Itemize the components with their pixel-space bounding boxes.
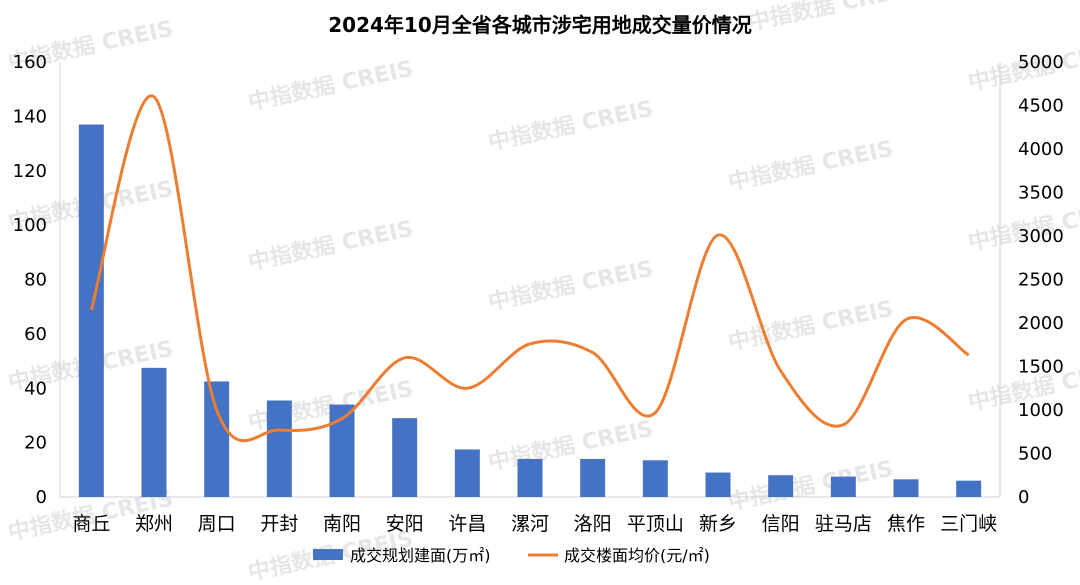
left-tick-label: 100 (13, 215, 47, 236)
watermark-text: 中指数据 CREIS (726, 136, 896, 196)
bar-新乡 (705, 472, 731, 497)
right-tick-label: 1500 (1018, 357, 1064, 378)
category-label: 安阳 (386, 513, 424, 535)
bar-郑州 (141, 367, 167, 497)
category-label: 许昌 (448, 513, 486, 535)
bar-驻马店 (830, 476, 856, 497)
left-tick-label: 140 (13, 106, 47, 127)
category-label: 周口 (198, 513, 236, 535)
line-series (89, 94, 970, 443)
right-tick-label: 4500 (1018, 96, 1064, 117)
bar-平顶山 (642, 460, 668, 497)
category-label: 漯河 (511, 513, 549, 535)
watermark-text: 中指数据 CREIS (246, 56, 416, 116)
bar-洛阳 (580, 458, 606, 497)
category-labels: 商丘 郑州 周口 开封 南阳 安阳 许昌 漯河 洛阳 平顶山 新乡 信阳 驻马店 焦作 三门峡 (72, 513, 997, 535)
category-label: 新乡 (699, 513, 737, 535)
left-tick-label: 60 (24, 324, 47, 345)
left-tick-label: 160 (13, 52, 47, 73)
bar-安阳 (392, 418, 418, 497)
right-tick-label: 2500 (1018, 270, 1064, 291)
left-axis-ticks: 0 20 40 60 80 100 120 140 160 (13, 52, 47, 508)
bar-商丘 (78, 124, 104, 497)
right-tick-label: 3000 (1018, 226, 1064, 247)
watermark-text: 中指数据 CREIS (486, 416, 656, 476)
bar-开封 (266, 400, 292, 497)
bar-周口 (204, 381, 230, 497)
left-tick-label: 0 (36, 487, 47, 508)
watermark-text: 中指数据 CREIS (726, 456, 896, 516)
category-label: 南阳 (323, 513, 361, 535)
category-label: 商丘 (72, 513, 110, 535)
category-label: 信阳 (762, 513, 800, 535)
right-tick-label: 1000 (1018, 400, 1064, 421)
bar-许昌 (454, 449, 480, 497)
right-tick-label: 0 (1018, 487, 1029, 508)
right-tick-label: 5000 (1018, 52, 1064, 73)
category-label: 洛阳 (574, 513, 612, 535)
right-tick-label: 500 (1018, 444, 1052, 465)
left-tick-label: 120 (13, 161, 47, 182)
legend-line-label: 成交楼面均价(元/㎡) (564, 546, 710, 565)
category-label: 驻马店 (815, 513, 872, 535)
legend-bar-swatch (313, 549, 343, 560)
right-tick-label: 3500 (1018, 183, 1064, 204)
right-tick-label: 4000 (1018, 139, 1064, 160)
left-tick-label: 80 (24, 270, 47, 291)
bar-漯河 (517, 458, 543, 497)
right-tick-label: 2000 (1018, 313, 1064, 334)
category-label: 开封 (260, 513, 298, 535)
legend: 成交规划建面(万㎡) 成交楼面均价(元/㎡) (313, 546, 710, 565)
left-tick-label: 40 (24, 378, 47, 399)
bar-焦作 (893, 479, 919, 497)
category-label: 三门峡 (940, 513, 997, 535)
chart-title: 2024年10月全省各城市涉宅用地成交量价情况 (328, 13, 752, 37)
bar-三门峡 (956, 480, 982, 497)
watermark-text: 中指数据 CREIS (746, 0, 916, 36)
watermark-text: 中指数据 CREIS (246, 216, 416, 276)
bar-信阳 (768, 475, 794, 497)
category-label: 焦作 (887, 513, 925, 535)
category-label: 平顶山 (627, 513, 684, 535)
legend-bar-label: 成交规划建面(万㎡) (350, 546, 491, 565)
right-axis-ticks: 0 500 1000 1500 2000 2500 3000 3500 4000 4500 5000 (1018, 52, 1064, 508)
watermark-text: 中指数据 CREIS (486, 96, 656, 156)
category-label: 郑州 (135, 513, 173, 535)
left-tick-label: 20 (24, 433, 47, 454)
watermark-text: 中指数据 CREIS (726, 296, 896, 356)
watermark-text: 中指数据 CREIS (486, 256, 656, 316)
